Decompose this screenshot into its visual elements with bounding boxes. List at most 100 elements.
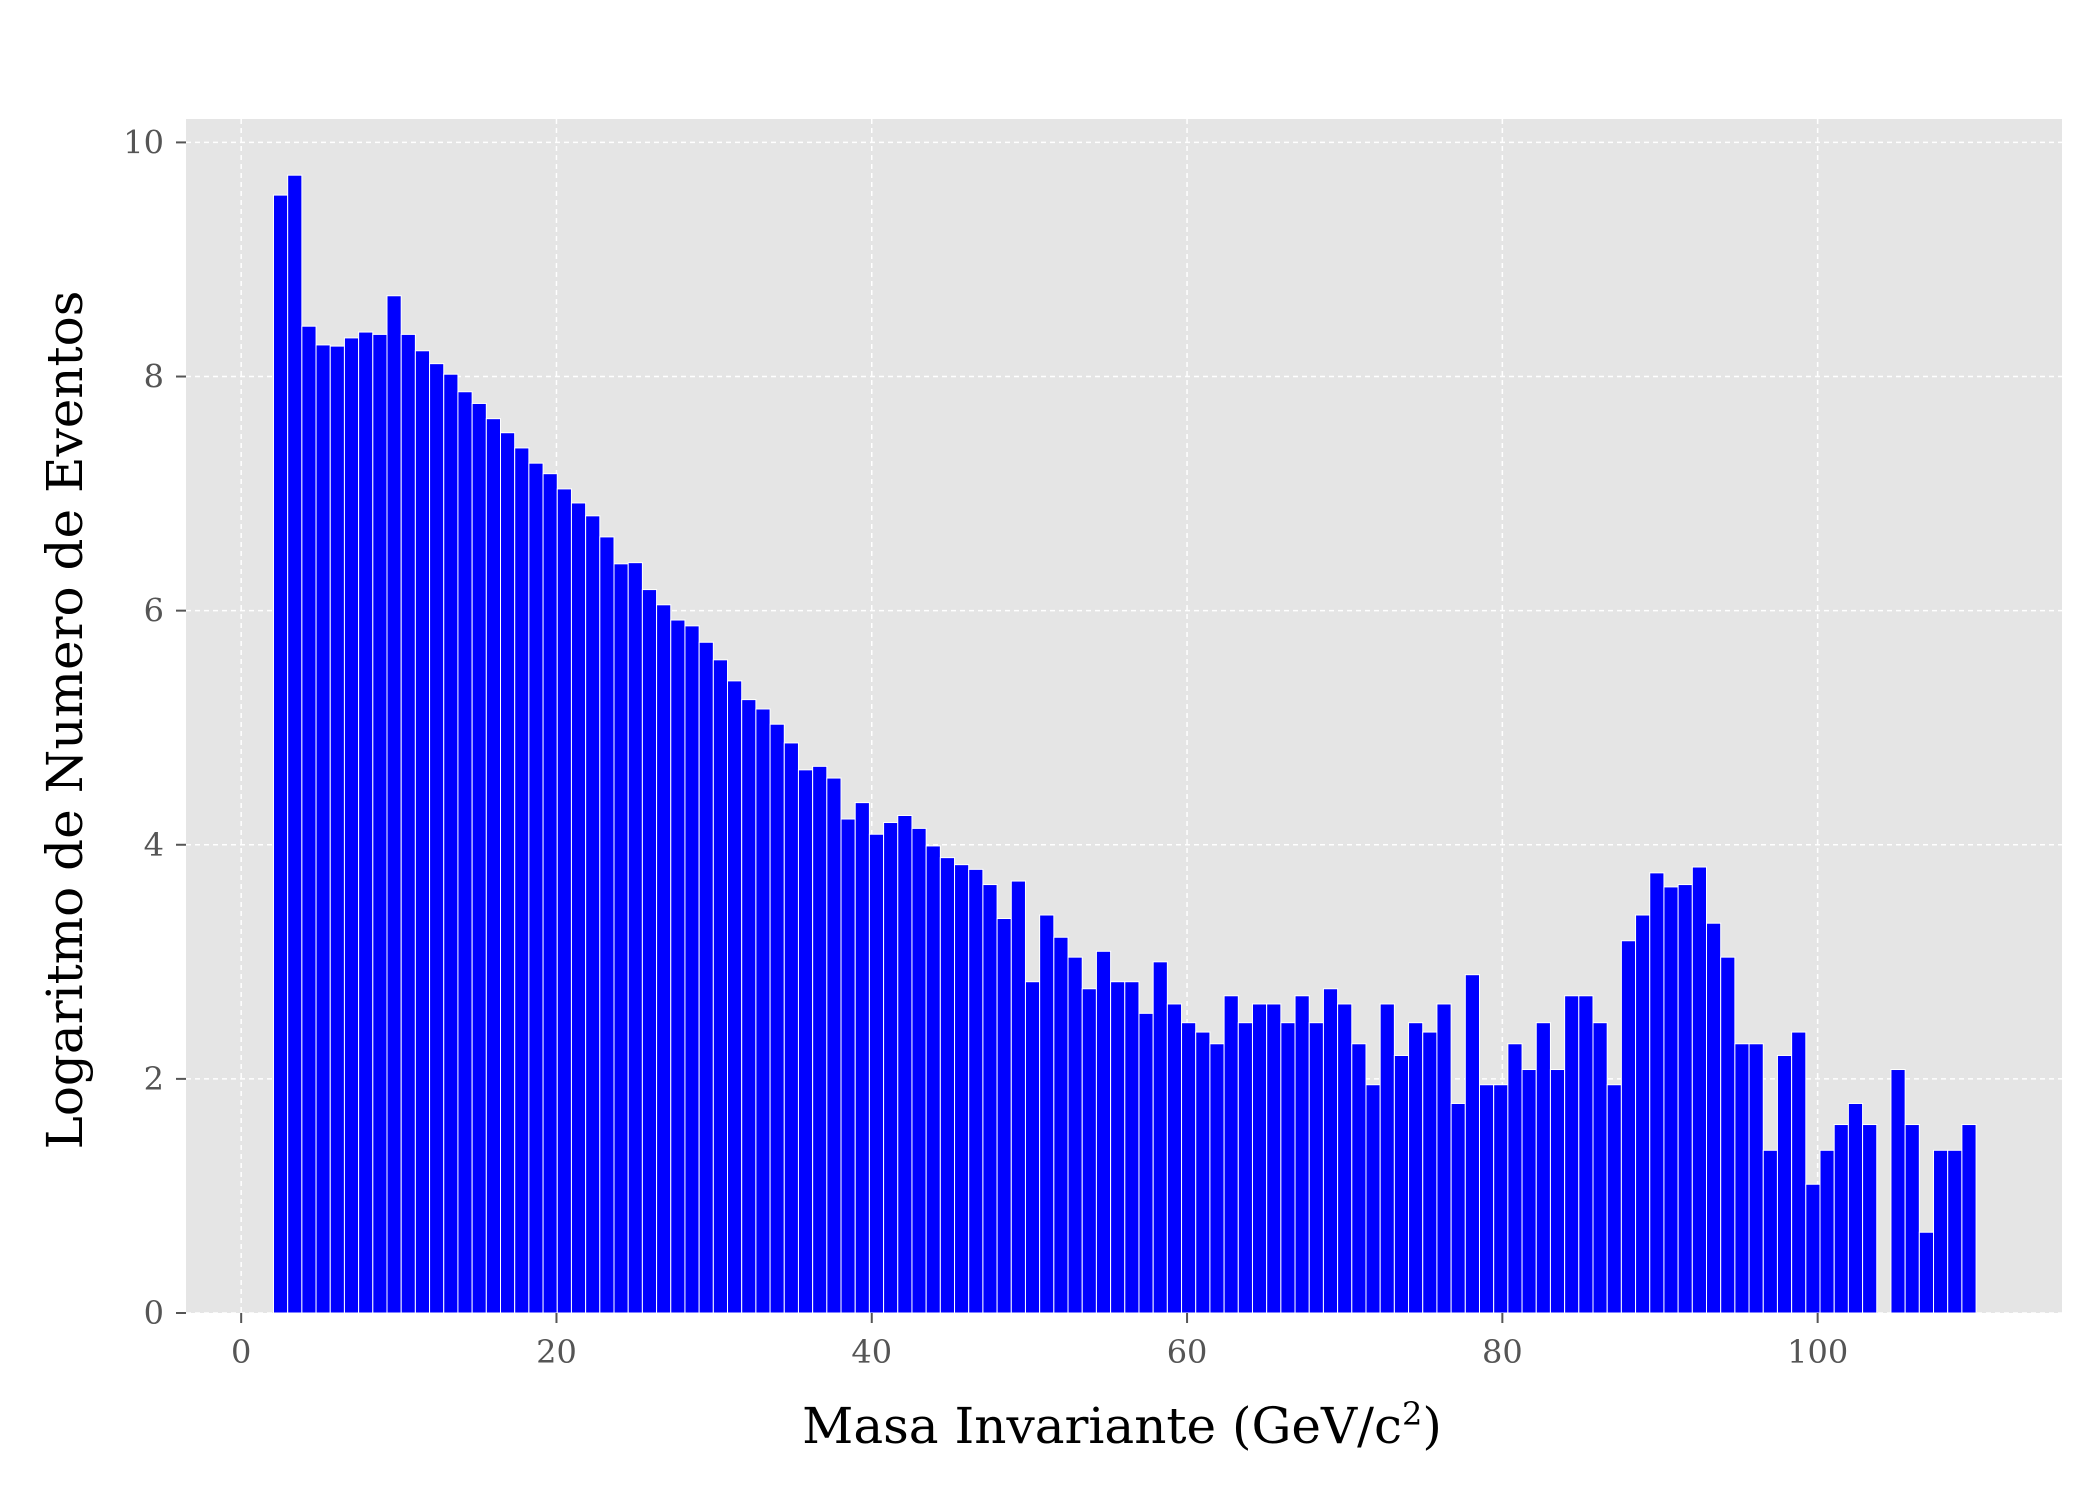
bar [1507, 1043, 1523, 1314]
x-axis-title: Masa Invariante (GeV/c2) [802, 1395, 1442, 1455]
bar [826, 777, 842, 1314]
bar [358, 331, 374, 1314]
bar [1734, 1043, 1750, 1314]
bar [1081, 988, 1097, 1314]
bar [386, 295, 402, 1314]
bar [1422, 1031, 1438, 1314]
bar [599, 536, 615, 1314]
bar [1947, 1149, 1963, 1314]
bar [1039, 914, 1055, 1314]
x-tick-label: 20 [536, 1333, 577, 1371]
bar [1564, 995, 1580, 1314]
bar [514, 447, 530, 1314]
bar [1890, 1069, 1906, 1314]
bar [854, 802, 870, 1314]
bar [585, 515, 601, 1314]
y-tick-label: 0 [144, 1294, 164, 1332]
bar [1620, 940, 1637, 1314]
bar [1181, 1022, 1197, 1314]
bar [641, 589, 658, 1314]
bar [1010, 880, 1026, 1314]
bar [556, 488, 572, 1314]
bar [1663, 886, 1679, 1314]
bar [272, 194, 289, 1314]
bar [1308, 1022, 1324, 1314]
bar [528, 462, 544, 1314]
bar [1280, 1022, 1296, 1314]
bar [1791, 1031, 1807, 1314]
bar [1450, 1102, 1466, 1314]
bar [400, 333, 416, 1314]
y-tick-label: 8 [144, 358, 164, 396]
bar [1393, 1054, 1410, 1314]
bar [1748, 1043, 1764, 1314]
y-tick-label: 6 [144, 592, 164, 630]
bar [1493, 1084, 1509, 1314]
bar [1464, 974, 1480, 1314]
bar [1762, 1149, 1778, 1314]
bar [684, 625, 700, 1314]
bar [1706, 922, 1722, 1314]
bar [968, 868, 984, 1314]
bar [429, 363, 445, 1314]
bar [1961, 1124, 1977, 1314]
bar [1322, 988, 1339, 1314]
bar [911, 827, 927, 1314]
bar [570, 502, 587, 1314]
bar [1379, 1003, 1395, 1314]
bar [329, 345, 345, 1314]
bar [1862, 1124, 1878, 1314]
bar [1578, 995, 1594, 1314]
bar [982, 884, 998, 1314]
bar [1833, 1124, 1849, 1314]
bar [1819, 1149, 1835, 1314]
x-tick-label: 80 [1482, 1333, 1523, 1371]
bar [1847, 1102, 1864, 1314]
bar [741, 699, 757, 1314]
bars [272, 174, 1977, 1314]
y-axis-ticks: 0 2 4 6 8 10 [123, 123, 186, 1332]
bar [315, 344, 331, 1314]
bar [1408, 1022, 1424, 1314]
x-tick-label: 100 [1787, 1333, 1848, 1371]
bar [1351, 1043, 1367, 1314]
bar [925, 845, 941, 1314]
bar [698, 641, 714, 1314]
bar [372, 333, 388, 1314]
bar [1124, 981, 1140, 1314]
bar [1478, 1084, 1495, 1314]
bar [1635, 914, 1651, 1314]
bar [1521, 1069, 1537, 1314]
bar [769, 723, 785, 1314]
bar [1549, 1069, 1566, 1314]
bar [1933, 1149, 1949, 1314]
bar [1294, 995, 1310, 1314]
bar [712, 659, 729, 1314]
bar [954, 864, 970, 1314]
bar [1337, 1003, 1353, 1314]
bar [897, 815, 913, 1314]
bar [1606, 1084, 1622, 1314]
bar [500, 432, 516, 1314]
bar [1805, 1183, 1821, 1314]
bar [457, 391, 473, 1314]
bar [1138, 1012, 1154, 1314]
bar [1918, 1231, 1935, 1314]
bar [1535, 1022, 1551, 1314]
bar [670, 619, 686, 1314]
bar [1691, 866, 1708, 1314]
bar [797, 769, 814, 1314]
bar [542, 473, 558, 1314]
bar [1266, 1003, 1282, 1314]
bar [1209, 1043, 1225, 1314]
bar [1152, 961, 1168, 1314]
bar [1251, 1003, 1268, 1314]
y-tick-label: 2 [144, 1060, 164, 1098]
bar [1365, 1084, 1381, 1314]
bar [868, 833, 885, 1314]
bar [840, 818, 856, 1314]
bar [287, 174, 303, 1314]
x-tick-label: 60 [1167, 1333, 1208, 1371]
